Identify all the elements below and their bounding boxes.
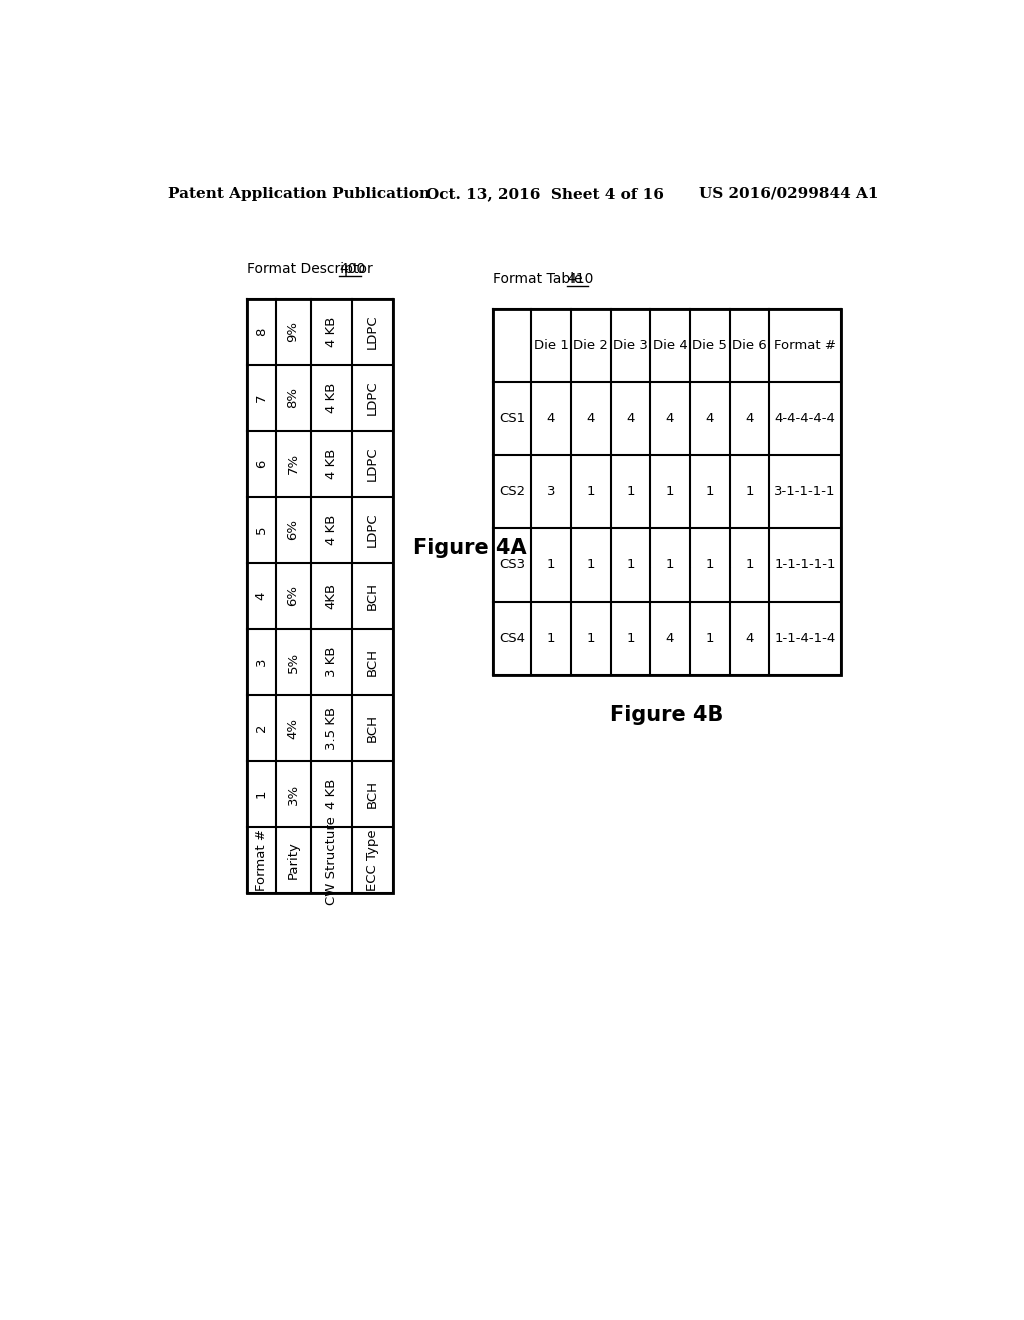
- Text: BCH: BCH: [366, 648, 379, 676]
- Text: CS4: CS4: [499, 632, 525, 644]
- Text: 1: 1: [255, 789, 268, 799]
- Text: 1: 1: [547, 558, 555, 572]
- Text: 4: 4: [587, 412, 595, 425]
- Text: 6: 6: [255, 459, 268, 469]
- Text: 4%: 4%: [287, 718, 300, 739]
- Text: 4: 4: [626, 412, 635, 425]
- Text: CS1: CS1: [499, 412, 525, 425]
- Text: 7%: 7%: [287, 453, 300, 474]
- Text: 7: 7: [255, 393, 268, 403]
- Text: Die 4: Die 4: [652, 339, 687, 352]
- Text: 4: 4: [255, 591, 268, 601]
- Text: 1: 1: [626, 486, 635, 498]
- Text: 4 KB: 4 KB: [325, 383, 338, 413]
- Text: Die 5: Die 5: [692, 339, 727, 352]
- Text: 3%: 3%: [287, 784, 300, 805]
- Text: 4 KB: 4 KB: [325, 449, 338, 479]
- Text: 3-1-1-1-1: 3-1-1-1-1: [774, 486, 836, 498]
- Text: ECC Type: ECC Type: [366, 829, 379, 891]
- Text: 5: 5: [255, 525, 268, 535]
- Text: LDPC: LDPC: [366, 446, 379, 482]
- Text: Oct. 13, 2016  Sheet 4 of 16: Oct. 13, 2016 Sheet 4 of 16: [426, 187, 664, 201]
- Text: 1: 1: [745, 486, 754, 498]
- Text: 6%: 6%: [287, 519, 300, 540]
- Text: LDPC: LDPC: [366, 380, 379, 414]
- Text: 4KB: 4KB: [325, 583, 338, 609]
- Text: 4: 4: [666, 412, 674, 425]
- Text: 3: 3: [255, 657, 268, 667]
- Text: BCH: BCH: [366, 582, 379, 610]
- Text: BCH: BCH: [366, 780, 379, 808]
- Text: 1-1-1-1-1: 1-1-1-1-1: [774, 558, 836, 572]
- Text: LDPC: LDPC: [366, 512, 379, 548]
- Text: 1: 1: [626, 632, 635, 644]
- Text: Format Table: Format Table: [494, 272, 587, 286]
- Text: 1: 1: [626, 558, 635, 572]
- Text: Format Descriptor: Format Descriptor: [247, 263, 377, 276]
- Text: CS3: CS3: [499, 558, 525, 572]
- Text: 4 KB: 4 KB: [325, 317, 338, 347]
- Text: 1: 1: [706, 558, 714, 572]
- Text: 1: 1: [666, 486, 674, 498]
- Text: 4: 4: [745, 632, 754, 644]
- Text: 4: 4: [666, 632, 674, 644]
- Text: 9%: 9%: [287, 321, 300, 342]
- Text: Format #: Format #: [774, 339, 836, 352]
- Text: 1: 1: [706, 632, 714, 644]
- Text: 1: 1: [547, 632, 555, 644]
- Text: 1: 1: [706, 486, 714, 498]
- Text: 4: 4: [547, 412, 555, 425]
- Text: Parity: Parity: [287, 841, 300, 879]
- Text: 6%: 6%: [287, 586, 300, 606]
- Text: 1: 1: [587, 486, 595, 498]
- Text: 410: 410: [567, 272, 593, 286]
- Text: Figure 4B: Figure 4B: [610, 705, 724, 725]
- Text: 1: 1: [587, 558, 595, 572]
- Text: US 2016/0299844 A1: US 2016/0299844 A1: [699, 187, 879, 201]
- Text: 1-1-4-1-4: 1-1-4-1-4: [774, 632, 836, 644]
- Text: 4: 4: [706, 412, 714, 425]
- Text: LDPC: LDPC: [366, 314, 379, 348]
- Text: 2: 2: [255, 723, 268, 733]
- Text: 5%: 5%: [287, 652, 300, 673]
- Text: 1: 1: [666, 558, 674, 572]
- Text: 400: 400: [339, 263, 366, 276]
- Text: 8%: 8%: [287, 387, 300, 408]
- Text: 1: 1: [745, 558, 754, 572]
- Bar: [494, 309, 841, 675]
- Text: 4 KB: 4 KB: [325, 779, 338, 809]
- Text: 1: 1: [587, 632, 595, 644]
- Text: 3 KB: 3 KB: [325, 647, 338, 677]
- Bar: [247, 298, 393, 894]
- Text: 3: 3: [547, 486, 555, 498]
- Text: BCH: BCH: [366, 714, 379, 742]
- Text: 4-4-4-4-4: 4-4-4-4-4: [774, 412, 836, 425]
- Text: CW Structure: CW Structure: [325, 816, 338, 904]
- Text: Die 2: Die 2: [573, 339, 608, 352]
- Text: 4 KB: 4 KB: [325, 515, 338, 545]
- Text: Die 6: Die 6: [732, 339, 767, 352]
- Text: CS2: CS2: [499, 486, 525, 498]
- Text: Die 3: Die 3: [613, 339, 648, 352]
- Text: 4: 4: [745, 412, 754, 425]
- Text: Figure 4A: Figure 4A: [413, 539, 526, 558]
- Text: Format #: Format #: [255, 829, 268, 891]
- Text: Patent Application Publication: Patent Application Publication: [168, 187, 430, 201]
- Text: 3.5 KB: 3.5 KB: [325, 706, 338, 750]
- Text: Die 1: Die 1: [534, 339, 568, 352]
- Text: 8: 8: [255, 327, 268, 335]
